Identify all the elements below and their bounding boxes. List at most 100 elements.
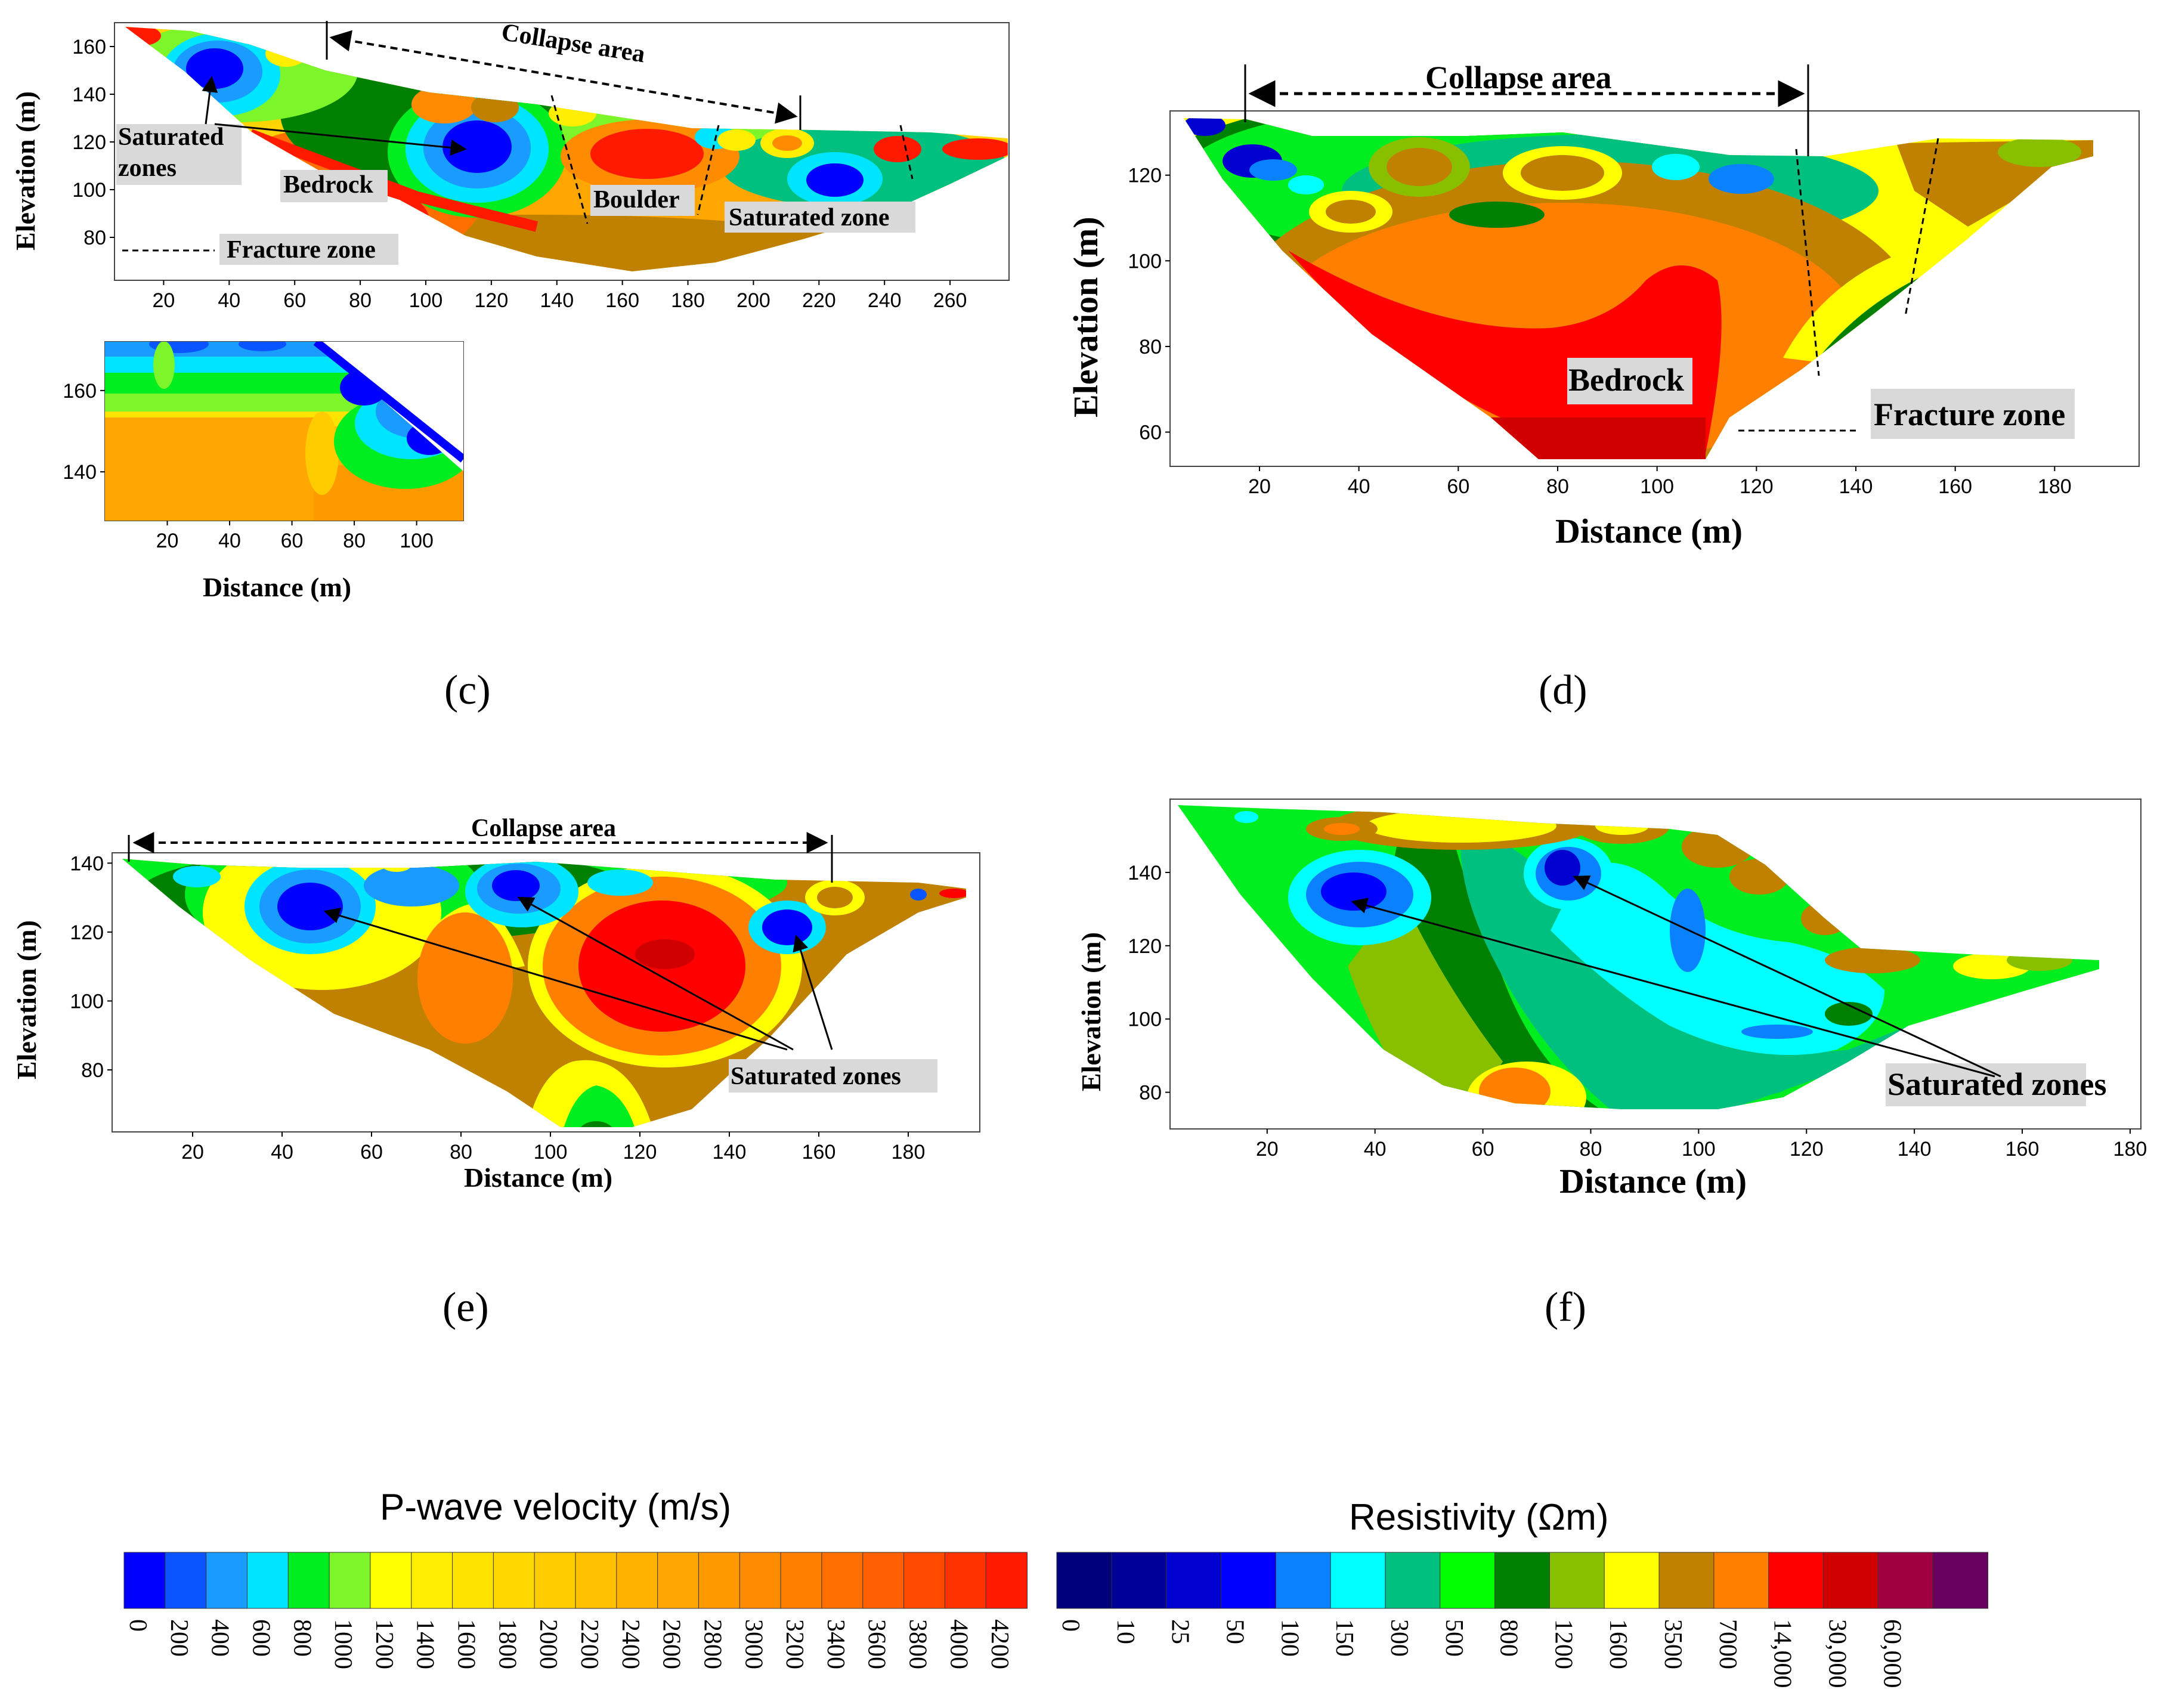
- x-tick-label: 160: [1938, 475, 1972, 498]
- x-tick-label: 120: [1790, 1138, 1824, 1161]
- colorbar-resistivity-swatch: [1604, 1552, 1660, 1609]
- colorbar-resistivity-tick-label: 800: [1495, 1619, 1522, 1657]
- colorbar-pwave-tick-label: 600: [247, 1619, 274, 1657]
- colorbar-resistivity-swatch: [1275, 1552, 1332, 1609]
- y-tick-label: 100: [70, 990, 104, 1013]
- colorbar-resistivity-swatch: [1330, 1552, 1386, 1609]
- saturated-zones-label-f: Saturated zones: [1887, 1066, 2106, 1102]
- colorbar-resistivity-swatch: [1385, 1552, 1441, 1609]
- y-tick-label: 140: [63, 461, 97, 484]
- colorbar-pwave-tick-label: 2800: [698, 1619, 726, 1669]
- x-tick-label: 120: [475, 289, 509, 312]
- fracture-zone-bg-d: [1871, 389, 2075, 439]
- colorbar-pwave-tick-label: 3000: [739, 1619, 767, 1669]
- colorbar-pwave-swatch: [534, 1552, 577, 1609]
- colorbar-resistivity-tick-label: 25: [1166, 1619, 1194, 1644]
- x-axis-title-e: Distance (m): [464, 1162, 612, 1193]
- panel-d-frame: [1169, 110, 2140, 467]
- x-tick-label: 100: [534, 1141, 568, 1164]
- x-tick-label: 220: [802, 289, 836, 312]
- colorbar-resistivity-swatch: [1713, 1552, 1769, 1609]
- panel-c-frame: [114, 22, 1010, 281]
- y-tick-label: 120: [72, 131, 106, 154]
- x-tick-label: 60: [281, 530, 304, 552]
- y-tick-label: 120: [1128, 165, 1162, 187]
- colorbar-pwave-swatch: [575, 1552, 617, 1609]
- y-axis-title-e: Elevation (m): [11, 920, 42, 1079]
- colorbar-pwave-tick-label: 0: [124, 1619, 151, 1632]
- colorbar-pwave-tick-label: 1800: [493, 1619, 521, 1669]
- x-tick-label: 100: [1640, 475, 1674, 498]
- colorbar-resistivity-swatch: [1768, 1552, 1824, 1609]
- colorbar-resistivity-tick-label: 500: [1440, 1619, 1468, 1657]
- bedrock-bg-c: [280, 170, 388, 202]
- colorbar-pwave-tick-label: 3800: [904, 1619, 931, 1669]
- panel-e-section: [122, 859, 966, 1127]
- colorbar-resistivity-tick-label: 30,000: [1824, 1619, 1851, 1688]
- colorbar-pwave-swatch: [246, 1552, 289, 1609]
- boulder-label-c: Boulder: [593, 186, 680, 214]
- x-tick-label: 80: [343, 530, 366, 552]
- y-tick-label: 160: [72, 36, 106, 58]
- y-tick-label: 80: [1139, 336, 1162, 358]
- colorbar-pwave-swatch: [123, 1552, 166, 1609]
- colorbar-pwave-tick-label: 2200: [575, 1619, 603, 1669]
- panel-c-inset: Distance (m) 20 40 60 80 100 160 140: [63, 341, 464, 602]
- x-tick-label: 60: [283, 289, 306, 312]
- colorbar-resistivity-title: Resistivity (Ωm): [1349, 1497, 1609, 1538]
- colorbar-resistivity-tick-label: 100: [1276, 1619, 1303, 1657]
- colorbar-pwave-swatch: [287, 1552, 330, 1609]
- x-tick-label: 40: [271, 1141, 293, 1164]
- collapse-area-label-d: Collapse area: [1425, 60, 1611, 95]
- colorbar-resistivity-swatch: [1166, 1552, 1222, 1609]
- colorbar-pwave-tick-label: 1200: [370, 1619, 398, 1669]
- colorbar-resistivity: Resistivity (Ωm) 0 10 25 50 100 150 300 500 800 1…: [1056, 1497, 1989, 1688]
- x-tick-label: 140: [713, 1141, 747, 1164]
- colorbar-pwave-swatch: [944, 1552, 987, 1609]
- saturated-zones-bg-e: [729, 1059, 937, 1093]
- colorbar-pwave-swatch: [165, 1552, 207, 1609]
- x-tick-label: 180: [892, 1141, 926, 1164]
- colorbar-pwave-tick-label: 400: [206, 1619, 234, 1657]
- y-tick-label: 140: [70, 852, 104, 875]
- panel-e: Collapse area Saturated zones Elevation …: [11, 815, 980, 1193]
- colorbar-resistivity-swatch: [1111, 1552, 1167, 1609]
- colorbar-pwave-title: P-wave velocity (m/s): [380, 1487, 731, 1528]
- x-tick-label: 80: [349, 289, 372, 312]
- bedrock-label-c: Bedrock: [283, 171, 374, 199]
- x-tick-label: 140: [540, 289, 574, 312]
- x-tick-label: 80: [1580, 1138, 1602, 1161]
- fracture-zone-label-d: Fracture zone: [1874, 397, 2065, 432]
- y-tick-label: 80: [81, 1059, 104, 1082]
- colorbar-pwave-swatch: [411, 1552, 453, 1609]
- saturated-zones-label-c-line1: Saturated: [118, 123, 224, 151]
- colorbar-pwave-tick-label: 800: [288, 1619, 315, 1657]
- x-tick-label: 40: [218, 289, 240, 312]
- ticks-c: 20 40 60 80 100 120 140 160 180 200 220 240 260 160 14…: [72, 36, 967, 312]
- colorbar-resistivity-tick-label: 60,000: [1878, 1619, 1905, 1688]
- x-tick-label: 40: [218, 530, 241, 552]
- colorbar-pwave-swatch: [985, 1552, 1028, 1609]
- colorbar-resistivity-tick-label: 150: [1330, 1619, 1358, 1657]
- colorbar-pwave-tick-label: 4200: [986, 1619, 1013, 1669]
- x-tick-label: 200: [736, 289, 770, 312]
- colorbar-resistivity-swatch: [1877, 1552, 1934, 1609]
- fracture-zone-bg-c: [219, 234, 398, 265]
- x-tick-label: 140: [1839, 475, 1873, 498]
- y-axis-title-d: Elevation (m): [1066, 216, 1105, 417]
- saturated-zones-bg-c: [116, 124, 242, 185]
- y-tick-label: 60: [1139, 422, 1162, 444]
- y-tick-label: 80: [1139, 1082, 1162, 1104]
- saturated-zone-label-c: Saturated zone: [729, 204, 889, 231]
- y-tick-label: 120: [1128, 935, 1162, 958]
- y-tick-label: 120: [70, 921, 104, 944]
- x-tick-label: 240: [868, 289, 902, 312]
- y-axis-title-c: Elevation (m): [10, 91, 41, 250]
- x-tick-label: 60: [360, 1141, 383, 1164]
- x-tick-label: 20: [1256, 1138, 1279, 1161]
- panel-label-e: (e): [442, 1285, 489, 1330]
- ticks-c-inset: 20 40 60 80 100 160 140: [63, 380, 434, 552]
- colorbar-resistivity-swatch: [1494, 1552, 1551, 1609]
- colorbar-pwave-tick-label: 3400: [822, 1619, 849, 1669]
